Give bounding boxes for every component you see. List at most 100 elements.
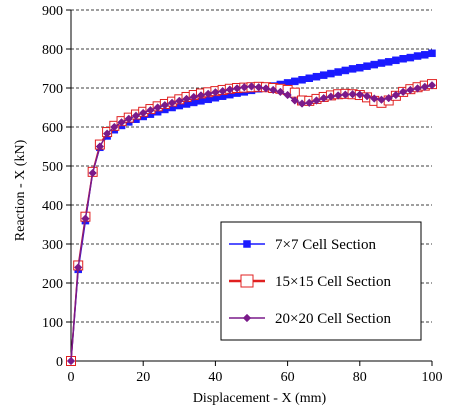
data-point [110, 122, 119, 132]
y-tick-label: 0 [56, 355, 63, 370]
data-point [102, 129, 112, 138]
legend-item: 20×20 Cell Section [229, 311, 391, 327]
data-point [370, 94, 379, 103]
data-point [225, 85, 235, 94]
y-tick-label: 500 [42, 160, 63, 175]
x-tick-label: 20 [136, 370, 150, 385]
data-point [421, 51, 429, 59]
tick-labels: 0 100 200 300 400 500 600 700 800 900 0 20 40 60 80 100 [42, 4, 443, 385]
y-tick-label: 900 [42, 4, 63, 19]
data-point [232, 84, 242, 93]
data-point [211, 88, 220, 97]
legend-label: 7×7 Cell Section [275, 237, 376, 253]
data-point [254, 83, 263, 92]
data-point [362, 91, 372, 101]
data-point [333, 91, 343, 100]
data-point [203, 89, 213, 99]
x-tick-label: 80 [353, 370, 367, 385]
data-point [146, 106, 155, 115]
data-point [356, 63, 364, 72]
data-point [167, 98, 177, 108]
data-point [268, 85, 278, 95]
data-point [218, 86, 227, 96]
data-point [243, 240, 251, 248]
data-point [95, 142, 105, 151]
data-point [297, 99, 307, 108]
y-tick-label: 100 [42, 316, 63, 331]
data-point [290, 96, 300, 105]
data-point [377, 95, 386, 104]
y-tick-label: 400 [42, 199, 63, 214]
data-point [196, 91, 206, 100]
data-point [291, 77, 299, 86]
data-point [88, 168, 97, 178]
data-point [348, 65, 357, 73]
data-point [413, 84, 422, 93]
grid-lines [71, 9, 432, 323]
data-point [420, 82, 429, 92]
data-point [334, 68, 342, 76]
data-point [348, 90, 357, 99]
data-point [298, 76, 306, 84]
data-point [377, 59, 386, 67]
data-point [363, 62, 371, 70]
x-tick-label: 100 [422, 370, 443, 385]
data-point [384, 58, 393, 66]
y-tick-label: 800 [42, 43, 63, 58]
data-point [189, 92, 198, 102]
data-point [398, 87, 408, 97]
legend: 7×7 Cell Section 15×15 Cell Section 20×20 … [220, 221, 422, 341]
data-point [283, 90, 292, 100]
data-point [392, 56, 400, 65]
data-point [341, 90, 350, 99]
data-point [117, 118, 126, 127]
data-point [370, 60, 378, 69]
y-tick-label: 600 [42, 121, 63, 136]
data-point [312, 96, 321, 105]
data-point [319, 71, 328, 79]
data-point [276, 87, 285, 97]
data-point [124, 114, 133, 124]
data-point [305, 98, 314, 108]
data-point [319, 93, 328, 103]
data-point [240, 274, 254, 288]
data-point [261, 84, 271, 93]
data-point [138, 108, 148, 118]
y-tick-label: 200 [42, 277, 63, 292]
data-point [160, 100, 170, 110]
data-point [327, 69, 335, 78]
data-point [399, 55, 407, 63]
legend-label: 15×15 Cell Section [275, 274, 391, 290]
data-point [242, 313, 252, 323]
data-point [428, 49, 436, 58]
legend-label: 20×20 Cell Section [275, 311, 391, 327]
data-point [406, 85, 415, 95]
data-point [413, 52, 422, 60]
data-point [153, 103, 162, 112]
data-point [175, 96, 184, 106]
data-point [131, 111, 141, 120]
x-tick-label: 0 [68, 370, 75, 385]
x-axis-title: Displacement - X (mm) [193, 391, 327, 406]
data-point [326, 92, 336, 101]
y-tick-label: 700 [42, 82, 63, 97]
series-layer [66, 49, 437, 366]
data-point [427, 81, 437, 90]
series-3 [66, 81, 437, 366]
data-point [391, 90, 401, 100]
data-point [341, 66, 350, 75]
data-point [384, 93, 393, 103]
data-point [247, 82, 256, 91]
data-point [312, 72, 321, 81]
data-point [355, 90, 365, 99]
y-tick-label: 300 [42, 238, 63, 253]
data-point [182, 94, 191, 104]
x-tick-label: 40 [208, 370, 222, 385]
y-axis-title: Reaction - X (kN) [13, 139, 28, 241]
legend-item: 7×7 Cell Section [229, 237, 376, 253]
data-point [66, 356, 76, 366]
data-point [240, 83, 249, 92]
x-tick-label: 60 [281, 370, 295, 385]
data-point [305, 74, 314, 82]
data-point [74, 263, 83, 272]
